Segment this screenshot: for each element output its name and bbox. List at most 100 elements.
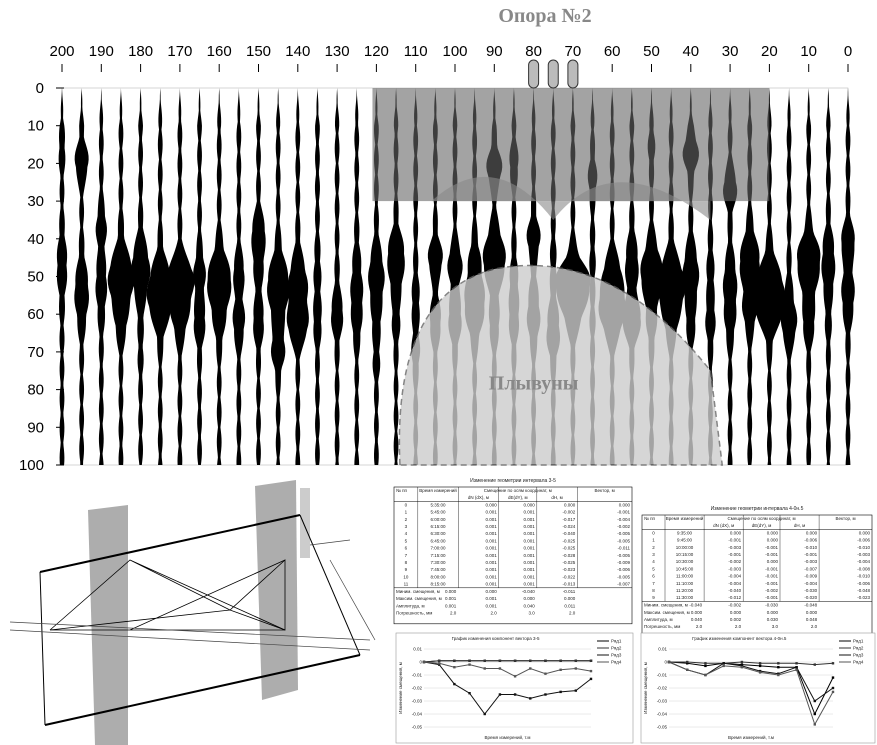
table-cell: 0.000: [806, 610, 818, 615]
x-tick-label: 0: [844, 43, 852, 60]
series-point: [814, 713, 816, 715]
table-cell: 11:10:00: [676, 581, 694, 586]
table-cell: 0.001: [524, 567, 536, 572]
table-cell: 0.001: [485, 546, 497, 551]
table-cell: -0.006: [857, 581, 870, 586]
table-cell: 0.001: [524, 574, 536, 579]
table-cell: 0.001: [485, 531, 497, 536]
series-point: [795, 669, 797, 671]
series-point: [832, 687, 834, 689]
x-tick-label: 70: [565, 43, 582, 60]
table-cell: -0.022: [562, 574, 575, 579]
table-cell: -0.025: [562, 538, 575, 543]
table-cell: 2.0: [811, 624, 818, 629]
table-cell: 3.0: [529, 611, 536, 616]
x-tick-label: 30: [722, 43, 739, 60]
y-tick-label: -0.01: [657, 673, 668, 678]
table-cell: 8:00:00: [431, 574, 447, 579]
tables: Изменение геометрии интервала 3-5№ ппВре…: [394, 478, 872, 637]
series-point: [575, 689, 577, 691]
table-cell: -0.009: [617, 560, 630, 565]
series-point: [529, 667, 531, 669]
y-tick-label: -0.01: [412, 673, 423, 678]
table-cell: 0.001: [524, 517, 536, 522]
table-cell: -0.005: [617, 553, 630, 558]
y-tick-label: -0.02: [657, 686, 668, 691]
series-point: [704, 662, 706, 664]
table-cell: -0.003: [857, 552, 870, 557]
x-tick-label: 20: [761, 43, 778, 60]
table-cell: 11:30:00: [676, 595, 694, 600]
site-map: [0, 476, 385, 745]
table-cell: 0.000: [691, 610, 703, 615]
x-tick-label: 160: [207, 43, 232, 60]
table-subheader: dN (dX), м: [468, 495, 489, 500]
table-header: Вектор, м: [835, 516, 855, 521]
table-cell: -0.007: [617, 582, 630, 587]
table-header: Смещение по осям координат, м: [484, 488, 552, 493]
series-point: [438, 660, 440, 662]
series-point: [423, 661, 425, 663]
table-cell: 0.000: [730, 610, 742, 615]
y-tick-label: 80: [27, 382, 44, 399]
table-cell: 2.0: [569, 611, 576, 616]
table-cell: 0.002: [730, 617, 742, 622]
series-point: [814, 723, 816, 725]
table-cell: -0.030: [804, 588, 817, 593]
series-point: [668, 661, 670, 663]
series-point: [759, 665, 761, 667]
table-cell: 0.001: [485, 538, 497, 543]
table-cell: -0.040: [689, 603, 702, 608]
series-point: [453, 683, 455, 685]
table-cell: 7:00:00: [431, 546, 447, 551]
table-cell: 0.040: [691, 617, 703, 622]
series-point: [529, 697, 531, 699]
table-cell: 6:45:00: [431, 538, 447, 543]
x-tick-label: 150: [246, 43, 271, 60]
x-tick-label: 140: [285, 43, 310, 60]
chart-title: График изменения компонент вектора 3-5: [452, 636, 540, 641]
x-tick-label: 60: [604, 43, 621, 60]
x-tick-label: 90: [486, 43, 503, 60]
table-cell: -0.004: [617, 517, 630, 522]
y-tick-label: -0.05: [657, 725, 668, 730]
y-tick-label: 0: [36, 80, 44, 97]
table-cell: 0.001: [485, 596, 497, 601]
table-cell: 2.0: [735, 624, 742, 629]
table-cell: 2.0: [450, 611, 457, 616]
series-point: [499, 693, 501, 695]
series-point: [722, 665, 724, 667]
x-tick-label: 10: [800, 43, 817, 60]
y-tick-label: 30: [27, 193, 44, 210]
table-cell: 0.000: [619, 502, 631, 507]
table-cell: 0.001: [524, 553, 536, 558]
table-cell: 10: [403, 574, 409, 579]
table-cell: -0.004: [728, 581, 741, 586]
table-cell: 0.000: [564, 596, 576, 601]
series-point: [559, 660, 561, 662]
table-cell: 6:15:00: [431, 524, 447, 529]
table-cell: 11:20:00: [676, 588, 694, 593]
table-cell: Миним. смещения, м: [396, 589, 440, 594]
table-cell: -0.028: [562, 553, 575, 558]
table-cell: -0.003: [804, 559, 817, 564]
table-cell: -0.017: [562, 517, 575, 522]
table-cell: 0.000: [564, 502, 576, 507]
series-point: [741, 666, 743, 668]
x-tick-label: 180: [128, 43, 153, 60]
table-cell: -0.040: [522, 589, 535, 594]
table-title: Изменение геометрии интервала 4-0н.5: [711, 506, 804, 512]
y-tick-label: 10: [27, 118, 44, 135]
table-cell: -0.008: [857, 566, 870, 571]
table-subheader: dN (dX), м: [713, 523, 734, 528]
figure: Опора №2 2001901801701601501401301201101…: [0, 0, 877, 745]
table-cell: 0.001: [524, 546, 536, 551]
table-cell: -0.002: [728, 603, 741, 608]
series-point: [575, 660, 577, 662]
table-cell: -0.001: [765, 566, 778, 571]
table-cell: -0.001: [728, 552, 741, 557]
legend-label: Ряд3: [611, 653, 622, 658]
series-point: [686, 661, 688, 663]
series-point: [777, 674, 779, 676]
y-tick-label: 50: [27, 269, 44, 286]
